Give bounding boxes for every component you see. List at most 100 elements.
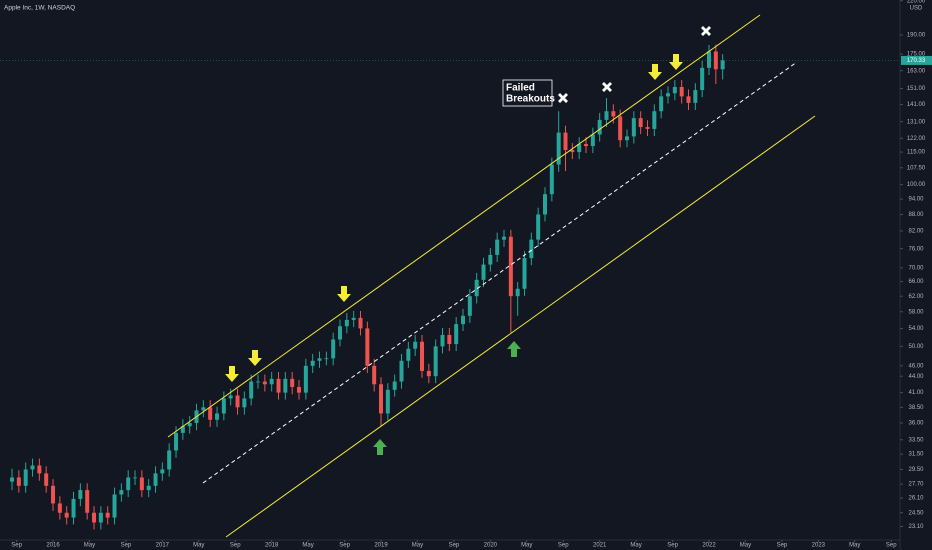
candle-body <box>249 381 254 399</box>
x-tick-label: Sep <box>777 543 788 549</box>
candle-body <box>23 469 28 486</box>
candle-body <box>420 341 425 371</box>
y-tick-label: 27.70 <box>908 482 924 488</box>
candle-body <box>372 365 377 385</box>
candle-body <box>269 378 274 385</box>
x-tick-label: May <box>302 543 313 549</box>
candle-body <box>666 93 671 97</box>
candle-body <box>358 317 363 329</box>
x-tick-label: May <box>630 543 641 549</box>
annotation-box <box>502 79 553 107</box>
y-tick-label: 44.00 <box>908 374 924 380</box>
candle-body <box>543 194 548 215</box>
x-tick-label: Sep <box>886 543 897 549</box>
y-tick-label: 190.00 <box>907 33 926 39</box>
y-tick-label: 76.00 <box>908 246 924 252</box>
candle-body <box>426 370 431 377</box>
candle-body <box>242 398 247 408</box>
candle-body <box>379 384 384 414</box>
x-tick-label: May <box>193 543 204 549</box>
candle-body <box>112 494 117 518</box>
candle-body <box>584 144 589 147</box>
candle-body <box>556 132 561 165</box>
price-axis <box>900 0 932 550</box>
x-tick-label: 2020 <box>484 543 498 549</box>
candle-body <box>119 490 124 495</box>
candle-body <box>686 96 691 103</box>
candle-body <box>37 465 42 474</box>
candle-body <box>64 512 69 518</box>
y-tick-label: 58.00 <box>908 309 924 315</box>
candle-body <box>317 358 322 361</box>
x-tick-label: May <box>521 543 532 549</box>
y-tick-label: 66.00 <box>908 279 924 285</box>
candle-body <box>344 319 349 327</box>
y-tick-label: 88.00 <box>908 212 924 218</box>
candle-body <box>659 96 664 112</box>
y-tick-label: 141.00 <box>907 102 926 108</box>
candle-body <box>51 485 56 504</box>
candle-body <box>331 339 336 359</box>
x-tick-label: May <box>849 543 860 549</box>
x-tick-label: Sep <box>121 543 132 549</box>
y-tick-label: 36.00 <box>908 421 924 427</box>
y-tick-label: 62.00 <box>908 294 924 300</box>
candle-body <box>536 214 541 240</box>
candle-body <box>297 387 302 393</box>
candle-body <box>467 296 472 316</box>
candle-body <box>201 407 206 411</box>
annotation-line: Failed <box>506 83 535 94</box>
drawings: Failed Breakouts <box>167 14 816 538</box>
candle-body <box>167 450 172 470</box>
y-tick-label: 82.00 <box>908 229 924 235</box>
candle-body <box>454 324 459 345</box>
last-price-label: 170.33 <box>907 58 926 64</box>
candle-body <box>570 150 575 153</box>
candle-body <box>502 236 507 240</box>
candle-body <box>235 395 240 408</box>
currency-label: USD <box>910 6 923 12</box>
y-tick-label: 94.00 <box>908 197 924 203</box>
y-tick-label: 100.00 <box>907 182 926 188</box>
candle-body <box>180 426 185 433</box>
candle-body <box>146 485 151 491</box>
candle-body <box>215 413 220 420</box>
candle-body <box>16 477 21 486</box>
last-price-tag <box>901 55 932 65</box>
y-tick-label: 24.50 <box>908 510 924 516</box>
candle-body <box>365 328 370 366</box>
y-tick-label: 33.50 <box>908 437 924 443</box>
candle-body <box>187 422 192 427</box>
candle-body <box>631 118 636 137</box>
y-tick-label: 31.50 <box>908 452 924 458</box>
x-tick-label: 2021 <box>593 543 607 549</box>
candle-body <box>563 132 568 151</box>
candle-body <box>92 512 97 523</box>
y-tick-label: 175.00 <box>907 52 926 58</box>
candle-body <box>474 279 479 297</box>
candle-body <box>488 254 493 265</box>
candle-body <box>679 86 684 97</box>
candle-body <box>713 51 718 70</box>
x-tick-label: Sep <box>667 543 678 549</box>
candle-body <box>652 111 657 129</box>
candle-body <box>276 378 281 393</box>
y-tick-label: 50.00 <box>908 344 924 350</box>
candle-body <box>44 473 49 486</box>
candle-body <box>461 315 466 325</box>
y-tick-label: 131.00 <box>907 119 926 125</box>
candle-body <box>30 465 35 470</box>
y-tick-label: 220.00 <box>907 0 926 4</box>
y-tick-label: 151.00 <box>907 86 926 92</box>
y-tick-label: 26.10 <box>908 496 924 502</box>
x-tick-label: 2017 <box>156 543 170 549</box>
y-tick-label: 41.00 <box>908 390 924 396</box>
candle-body <box>481 264 486 280</box>
candle-body <box>645 127 650 129</box>
candle-body <box>385 389 390 414</box>
candle-body <box>720 60 725 70</box>
upper-channel-line <box>167 14 761 438</box>
candle-body <box>105 512 110 518</box>
